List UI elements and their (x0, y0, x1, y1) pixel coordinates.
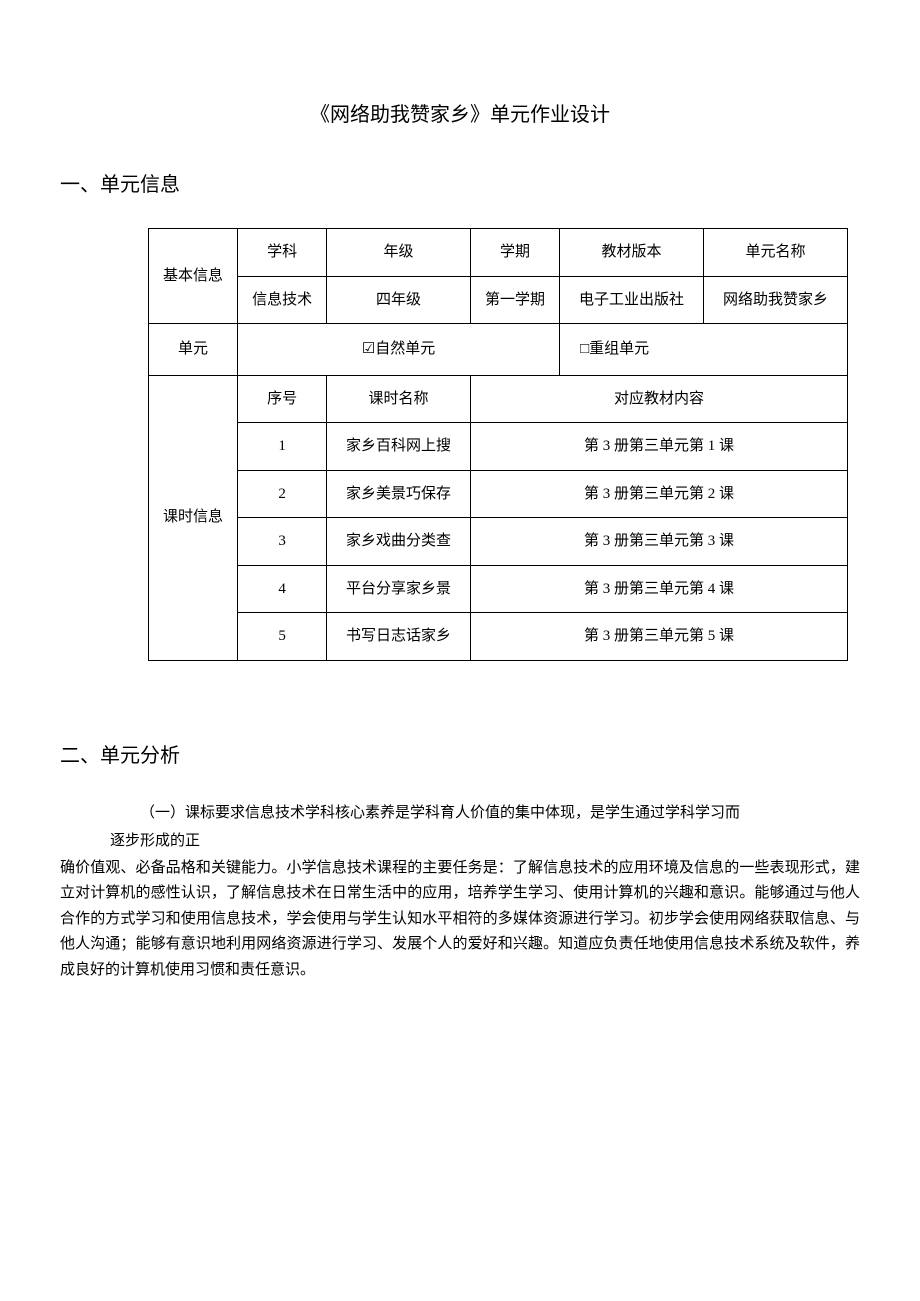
lesson-row: 4 平台分享家乡景 第 3 册第三单元第 4 课 (149, 565, 848, 613)
section2-para2: 逐步形成的正 (80, 827, 860, 856)
th-unitname: 单元名称 (704, 229, 848, 277)
th-lesson-name: 课时名称 (327, 375, 471, 423)
unit-info-table: 基本信息 学科 年级 学期 教材版本 单元名称 信息技术 四年级 第一学期 电子… (148, 228, 848, 661)
lesson-row: 1 家乡百科网上搜 第 3 册第三单元第 1 课 (149, 423, 848, 471)
lessons-header-row: 课时信息 序号 课时名称 对应教材内容 (149, 375, 848, 423)
lesson-name: 家乡百科网上搜 (327, 423, 471, 471)
lesson-content: 第 3 册第三单元第 4 课 (471, 565, 848, 613)
lesson-seq: 3 (238, 518, 327, 566)
basic-info-label: 基本信息 (149, 229, 238, 324)
info-table-wrap: 基本信息 学科 年级 学期 教材版本 单元名称 信息技术 四年级 第一学期 电子… (148, 228, 860, 661)
lesson-row: 5 书写日志话家乡 第 3 册第三单元第 5 课 (149, 613, 848, 661)
th-semester: 学期 (471, 229, 560, 277)
basic-header-row: 基本信息 学科 年级 学期 教材版本 单元名称 (149, 229, 848, 277)
th-lesson-seq: 序号 (238, 375, 327, 423)
lesson-name: 家乡戏曲分类查 (327, 518, 471, 566)
unit-label: 单元 (149, 324, 238, 376)
th-subject: 学科 (238, 229, 327, 277)
val-textbook: 电子工业出版社 (560, 276, 704, 324)
lesson-row: 2 家乡美景巧保存 第 3 册第三单元第 2 课 (149, 470, 848, 518)
section2-heading: 二、单元分析 (60, 741, 860, 771)
lessons-rowlabel: 课时信息 (149, 375, 238, 660)
lesson-name: 书写日志话家乡 (327, 613, 471, 661)
val-subject: 信息技术 (238, 276, 327, 324)
basic-values-row: 信息技术 四年级 第一学期 电子工业出版社 网络助我赞家乡 (149, 276, 848, 324)
section2-para1: （一）课标要求信息技术学科核心素养是学科育人价值的集中体现，是学生通过学科学习而 (80, 799, 860, 828)
unit-option-natural: ☑自然单元 (238, 324, 560, 376)
lesson-seq: 4 (238, 565, 327, 613)
val-grade: 四年级 (327, 276, 471, 324)
th-grade: 年级 (327, 229, 471, 277)
document-title: 《网络助我赞家乡》单元作业设计 (60, 100, 860, 130)
lesson-seq: 1 (238, 423, 327, 471)
lesson-seq: 2 (238, 470, 327, 518)
section1-heading: 一、单元信息 (60, 170, 860, 200)
th-lesson-content: 对应教材内容 (471, 375, 848, 423)
unit-type-row: 单元 ☑自然单元 □重组单元 (149, 324, 848, 376)
unit-option-reorg: □重组单元 (560, 324, 848, 376)
lesson-name: 平台分享家乡景 (327, 565, 471, 613)
lesson-content: 第 3 册第三单元第 2 课 (471, 470, 848, 518)
section2-bodytext: 确价值观、必备品格和关键能力。小学信息技术课程的主要任务是：了解信息技术的应用环… (60, 856, 860, 984)
lesson-content: 第 3 册第三单元第 5 课 (471, 613, 848, 661)
th-textbook: 教材版本 (560, 229, 704, 277)
lesson-seq: 5 (238, 613, 327, 661)
lesson-name: 家乡美景巧保存 (327, 470, 471, 518)
lesson-row: 3 家乡戏曲分类查 第 3 册第三单元第 3 课 (149, 518, 848, 566)
lesson-content: 第 3 册第三单元第 1 课 (471, 423, 848, 471)
val-semester: 第一学期 (471, 276, 560, 324)
lesson-content: 第 3 册第三单元第 3 课 (471, 518, 848, 566)
section2-body: （一）课标要求信息技术学科核心素养是学科育人价值的集中体现，是学生通过学科学习而… (80, 799, 860, 856)
val-unitname: 网络助我赞家乡 (704, 276, 848, 324)
